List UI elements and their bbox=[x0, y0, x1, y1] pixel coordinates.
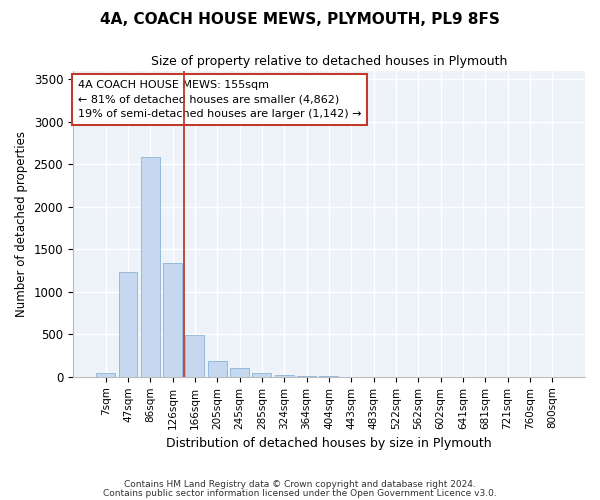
Text: 4A, COACH HOUSE MEWS, PLYMOUTH, PL9 8FS: 4A, COACH HOUSE MEWS, PLYMOUTH, PL9 8FS bbox=[100, 12, 500, 28]
Bar bbox=[208, 360, 227, 377]
Y-axis label: Number of detached properties: Number of detached properties bbox=[15, 130, 28, 316]
Bar bbox=[253, 372, 271, 377]
Bar bbox=[230, 368, 249, 377]
Bar bbox=[119, 272, 137, 377]
Bar bbox=[96, 372, 115, 377]
Text: Contains public sector information licensed under the Open Government Licence v3: Contains public sector information licen… bbox=[103, 488, 497, 498]
Bar bbox=[141, 158, 160, 377]
X-axis label: Distribution of detached houses by size in Plymouth: Distribution of detached houses by size … bbox=[166, 437, 492, 450]
Text: Contains HM Land Registry data © Crown copyright and database right 2024.: Contains HM Land Registry data © Crown c… bbox=[124, 480, 476, 489]
Bar bbox=[275, 376, 294, 377]
Title: Size of property relative to detached houses in Plymouth: Size of property relative to detached ho… bbox=[151, 55, 507, 68]
Bar bbox=[185, 335, 205, 377]
Bar bbox=[297, 376, 316, 377]
Text: 4A COACH HOUSE MEWS: 155sqm
← 81% of detached houses are smaller (4,862)
19% of : 4A COACH HOUSE MEWS: 155sqm ← 81% of det… bbox=[78, 80, 362, 120]
Bar bbox=[163, 263, 182, 377]
